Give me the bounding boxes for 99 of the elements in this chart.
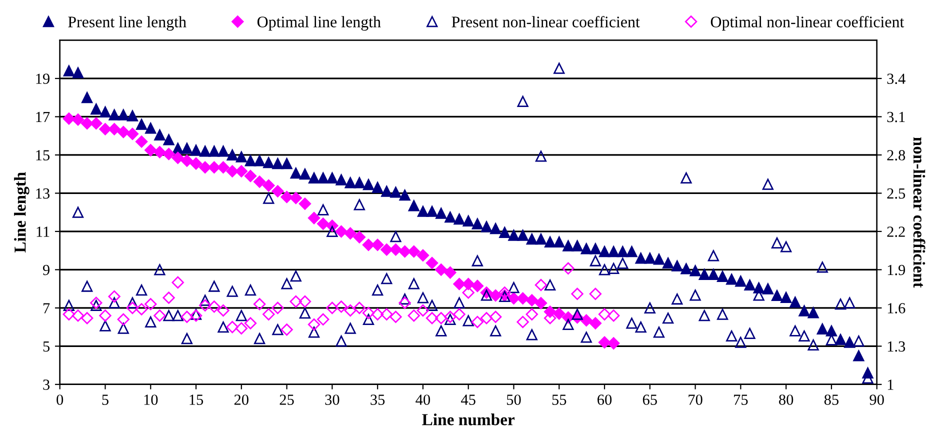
x-tick-label: 25 [280,394,294,405]
point [444,310,456,323]
point [416,304,430,317]
point [272,302,284,314]
y-tick-label: 13 [36,188,50,199]
point [80,312,94,324]
x-tick-label: 30 [325,394,340,405]
x-tick-label: 60 [598,394,612,405]
point [453,308,466,320]
y-tick-label: 5 [43,341,50,352]
y2-tick-label: 1.6 [888,303,906,314]
point [226,320,238,334]
point [253,298,266,310]
legend-label: Present non-linear coefficient [452,16,640,28]
point [317,313,330,326]
point [526,308,538,320]
point [217,304,230,317]
point [144,298,157,310]
x-tick-label: 80 [779,394,794,405]
point [108,290,120,303]
point [598,308,611,320]
legend-label: Present line length [68,16,186,31]
point [335,300,348,313]
x-tick-label: 40 [416,394,430,405]
y2-axis-title: non-linear coefficient [913,137,926,288]
y2-tick-label: 1.3 [888,341,906,352]
point [262,308,275,320]
point [534,278,548,292]
point [498,286,511,299]
point [280,324,293,336]
point [371,308,384,320]
point [571,288,584,300]
point [99,309,112,322]
x-tick-label: 35 [370,394,385,405]
x-tick-label: 75 [734,394,748,405]
point [562,262,574,275]
y-tick-label: 19 [36,74,50,84]
x-tick-label: 0 [56,394,64,405]
y2-tick-label: 2.2 [887,226,905,237]
point [516,316,529,328]
point [244,317,257,330]
point [435,312,448,324]
point [235,322,248,334]
point [308,318,320,331]
point [326,302,338,314]
point [471,316,484,328]
y2-tick-label: 3.4 [887,74,906,84]
y2-tick-label: 1 [888,380,894,390]
point [408,309,420,322]
point [608,309,620,322]
x-tick-label: 45 [461,394,476,405]
x-tick-label: 55 [552,394,566,405]
point [344,304,356,317]
legend-label: Optimal non-linear coefficient [710,16,904,31]
x-tick-label: 20 [234,394,248,405]
point [72,309,84,322]
y-tick-label: 9 [42,264,50,276]
point [290,295,302,308]
point [426,312,438,324]
x-tick-label: 90 [870,394,884,405]
y-axis-title: Line length [14,172,30,253]
y-tick-label: 7 [43,303,50,314]
x-tick-label: 15 [190,394,204,405]
point [398,296,411,309]
point [126,302,139,314]
point [380,308,393,320]
x-tick-label: 85 [824,394,839,405]
x-tick-label: 50 [506,394,521,405]
x-axis-title: Line number [422,414,515,426]
point [208,300,220,313]
point [480,312,493,324]
y-tick-label: 11 [36,226,50,237]
point [362,306,375,320]
point [180,310,194,323]
y2-tick-label: 3.1 [887,112,905,122]
point [135,303,148,316]
point [353,302,366,314]
point [589,288,602,300]
point [298,295,312,308]
point [489,310,502,323]
y-tick-label: 17 [36,112,50,122]
x-tick-label: 5 [102,394,108,405]
point [162,292,175,304]
y2-tick-label: 2.8 [887,150,906,160]
point [62,308,76,320]
legend-label: Optimal line length [257,16,381,31]
x-tick-label: 65 [642,394,657,405]
y2-tick-label: 1.9 [888,264,906,276]
x-tick-label: 10 [144,394,158,405]
point [117,313,130,326]
point [462,286,474,299]
point [390,310,402,323]
point [199,299,212,312]
x-tick-label: 70 [688,394,702,405]
y-tick-label: 15 [36,150,50,160]
point [172,276,184,289]
y2-tick-label: 2.5 [887,188,906,199]
point [154,309,166,322]
y-tick-label: 3 [43,380,50,390]
